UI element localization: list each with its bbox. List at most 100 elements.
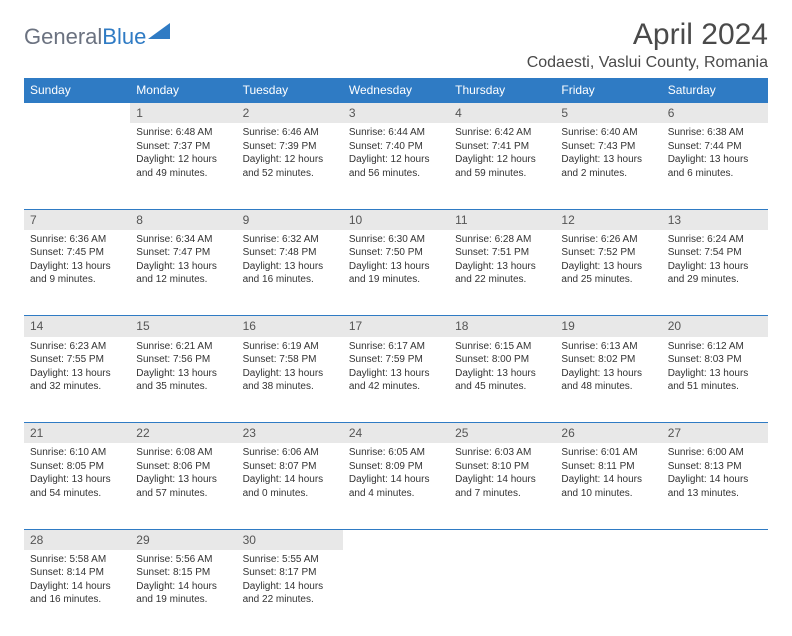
sunrise-line: Sunrise: 6:17 AM — [349, 340, 443, 354]
day-content-cell: Sunrise: 6:01 AMSunset: 8:11 PMDaylight:… — [555, 443, 661, 529]
day-number-cell: 25 — [449, 423, 555, 444]
day-content-cell: Sunrise: 6:44 AMSunset: 7:40 PMDaylight:… — [343, 123, 449, 209]
day-number-cell: 9 — [237, 209, 343, 230]
sunset-line: Sunset: 8:06 PM — [136, 460, 230, 474]
sunset-line: Sunset: 8:13 PM — [668, 460, 762, 474]
sunset-line: Sunset: 7:52 PM — [561, 246, 655, 260]
day-content-cell: Sunrise: 6:19 AMSunset: 7:58 PMDaylight:… — [237, 337, 343, 423]
sunset-line: Sunset: 7:48 PM — [243, 246, 337, 260]
logo: GeneralBlue — [24, 24, 170, 50]
daylight-line: Daylight: 12 hours and 52 minutes. — [243, 153, 337, 180]
weekday-header: Saturday — [662, 78, 768, 103]
daylight-line: Daylight: 13 hours and 22 minutes. — [455, 260, 549, 287]
daylight-line: Daylight: 13 hours and 57 minutes. — [136, 473, 230, 500]
sunrise-line: Sunrise: 5:55 AM — [243, 553, 337, 567]
daylight-line: Daylight: 13 hours and 2 minutes. — [561, 153, 655, 180]
day-number-cell — [24, 103, 130, 124]
sunrise-line: Sunrise: 6:13 AM — [561, 340, 655, 354]
weekday-header: Tuesday — [237, 78, 343, 103]
daylight-line: Daylight: 12 hours and 59 minutes. — [455, 153, 549, 180]
day-content-cell: Sunrise: 6:15 AMSunset: 8:00 PMDaylight:… — [449, 337, 555, 423]
day-content-cell: Sunrise: 6:46 AMSunset: 7:39 PMDaylight:… — [237, 123, 343, 209]
sunrise-line: Sunrise: 6:48 AM — [136, 126, 230, 140]
day-number-cell: 12 — [555, 209, 661, 230]
daylight-line: Daylight: 13 hours and 9 minutes. — [30, 260, 124, 287]
daylight-line: Daylight: 13 hours and 25 minutes. — [561, 260, 655, 287]
sunset-line: Sunset: 8:15 PM — [136, 566, 230, 580]
sunset-line: Sunset: 7:43 PM — [561, 140, 655, 154]
month-title: April 2024 — [527, 18, 768, 52]
calendar-table: Sunday Monday Tuesday Wednesday Thursday… — [24, 78, 768, 636]
day-content-cell: Sunrise: 6:13 AMSunset: 8:02 PMDaylight:… — [555, 337, 661, 423]
title-block: April 2024 Codaesti, Vaslui County, Roma… — [527, 18, 768, 72]
day-content-cell: Sunrise: 6:48 AMSunset: 7:37 PMDaylight:… — [130, 123, 236, 209]
daylight-line: Daylight: 14 hours and 7 minutes. — [455, 473, 549, 500]
sunset-line: Sunset: 8:03 PM — [668, 353, 762, 367]
daylight-line: Daylight: 14 hours and 19 minutes. — [136, 580, 230, 607]
day-content-row: Sunrise: 6:48 AMSunset: 7:37 PMDaylight:… — [24, 123, 768, 209]
daylight-line: Daylight: 12 hours and 49 minutes. — [136, 153, 230, 180]
sunset-line: Sunset: 7:37 PM — [136, 140, 230, 154]
sunrise-line: Sunrise: 6:38 AM — [668, 126, 762, 140]
sunset-line: Sunset: 7:59 PM — [349, 353, 443, 367]
day-content-cell: Sunrise: 6:28 AMSunset: 7:51 PMDaylight:… — [449, 230, 555, 316]
day-content-cell: Sunrise: 6:06 AMSunset: 8:07 PMDaylight:… — [237, 443, 343, 529]
page-header: GeneralBlue April 2024 Codaesti, Vaslui … — [24, 18, 768, 72]
day-content-cell: Sunrise: 6:30 AMSunset: 7:50 PMDaylight:… — [343, 230, 449, 316]
sunrise-line: Sunrise: 6:46 AM — [243, 126, 337, 140]
sunrise-line: Sunrise: 6:21 AM — [136, 340, 230, 354]
sunrise-line: Sunrise: 6:28 AM — [455, 233, 549, 247]
day-content-cell: Sunrise: 6:32 AMSunset: 7:48 PMDaylight:… — [237, 230, 343, 316]
sunset-line: Sunset: 8:14 PM — [30, 566, 124, 580]
day-content-cell: Sunrise: 6:03 AMSunset: 8:10 PMDaylight:… — [449, 443, 555, 529]
weekday-header: Friday — [555, 78, 661, 103]
daylight-line: Daylight: 13 hours and 45 minutes. — [455, 367, 549, 394]
day-number-cell: 16 — [237, 316, 343, 337]
day-content-cell: Sunrise: 5:55 AMSunset: 8:17 PMDaylight:… — [237, 550, 343, 636]
sunset-line: Sunset: 7:55 PM — [30, 353, 124, 367]
sunset-line: Sunset: 7:39 PM — [243, 140, 337, 154]
day-number-cell: 23 — [237, 423, 343, 444]
weekday-header: Wednesday — [343, 78, 449, 103]
logo-triangle-icon — [148, 23, 170, 44]
day-number-cell: 26 — [555, 423, 661, 444]
day-content-cell: Sunrise: 6:34 AMSunset: 7:47 PMDaylight:… — [130, 230, 236, 316]
day-content-cell: Sunrise: 6:21 AMSunset: 7:56 PMDaylight:… — [130, 337, 236, 423]
day-content-cell: Sunrise: 6:17 AMSunset: 7:59 PMDaylight:… — [343, 337, 449, 423]
sunset-line: Sunset: 7:47 PM — [136, 246, 230, 260]
daylight-line: Daylight: 13 hours and 35 minutes. — [136, 367, 230, 394]
day-content-row: Sunrise: 6:36 AMSunset: 7:45 PMDaylight:… — [24, 230, 768, 316]
day-number-cell: 20 — [662, 316, 768, 337]
day-content-cell — [449, 550, 555, 636]
day-content-cell: Sunrise: 6:23 AMSunset: 7:55 PMDaylight:… — [24, 337, 130, 423]
sunrise-line: Sunrise: 6:12 AM — [668, 340, 762, 354]
day-content-cell: Sunrise: 6:26 AMSunset: 7:52 PMDaylight:… — [555, 230, 661, 316]
day-content-cell: Sunrise: 6:42 AMSunset: 7:41 PMDaylight:… — [449, 123, 555, 209]
day-content-cell — [555, 550, 661, 636]
day-content-cell — [662, 550, 768, 636]
day-content-row: Sunrise: 6:23 AMSunset: 7:55 PMDaylight:… — [24, 337, 768, 423]
sunset-line: Sunset: 8:17 PM — [243, 566, 337, 580]
sunset-line: Sunset: 8:09 PM — [349, 460, 443, 474]
day-content-cell — [24, 123, 130, 209]
daylight-line: Daylight: 13 hours and 42 minutes. — [349, 367, 443, 394]
sunrise-line: Sunrise: 5:56 AM — [136, 553, 230, 567]
sunrise-line: Sunrise: 6:15 AM — [455, 340, 549, 354]
sunrise-line: Sunrise: 6:40 AM — [561, 126, 655, 140]
day-number-cell: 1 — [130, 103, 236, 124]
day-content-cell — [343, 550, 449, 636]
day-number-cell: 4 — [449, 103, 555, 124]
day-number-cell — [555, 529, 661, 550]
sunrise-line: Sunrise: 6:42 AM — [455, 126, 549, 140]
day-number-cell: 15 — [130, 316, 236, 337]
weekday-header: Sunday — [24, 78, 130, 103]
daylight-line: Daylight: 13 hours and 12 minutes. — [136, 260, 230, 287]
sunset-line: Sunset: 7:41 PM — [455, 140, 549, 154]
daylight-line: Daylight: 12 hours and 56 minutes. — [349, 153, 443, 180]
day-number-cell: 2 — [237, 103, 343, 124]
day-content-row: Sunrise: 5:58 AMSunset: 8:14 PMDaylight:… — [24, 550, 768, 636]
weekday-header: Thursday — [449, 78, 555, 103]
day-number-cell: 19 — [555, 316, 661, 337]
day-number-cell: 28 — [24, 529, 130, 550]
sunset-line: Sunset: 7:58 PM — [243, 353, 337, 367]
